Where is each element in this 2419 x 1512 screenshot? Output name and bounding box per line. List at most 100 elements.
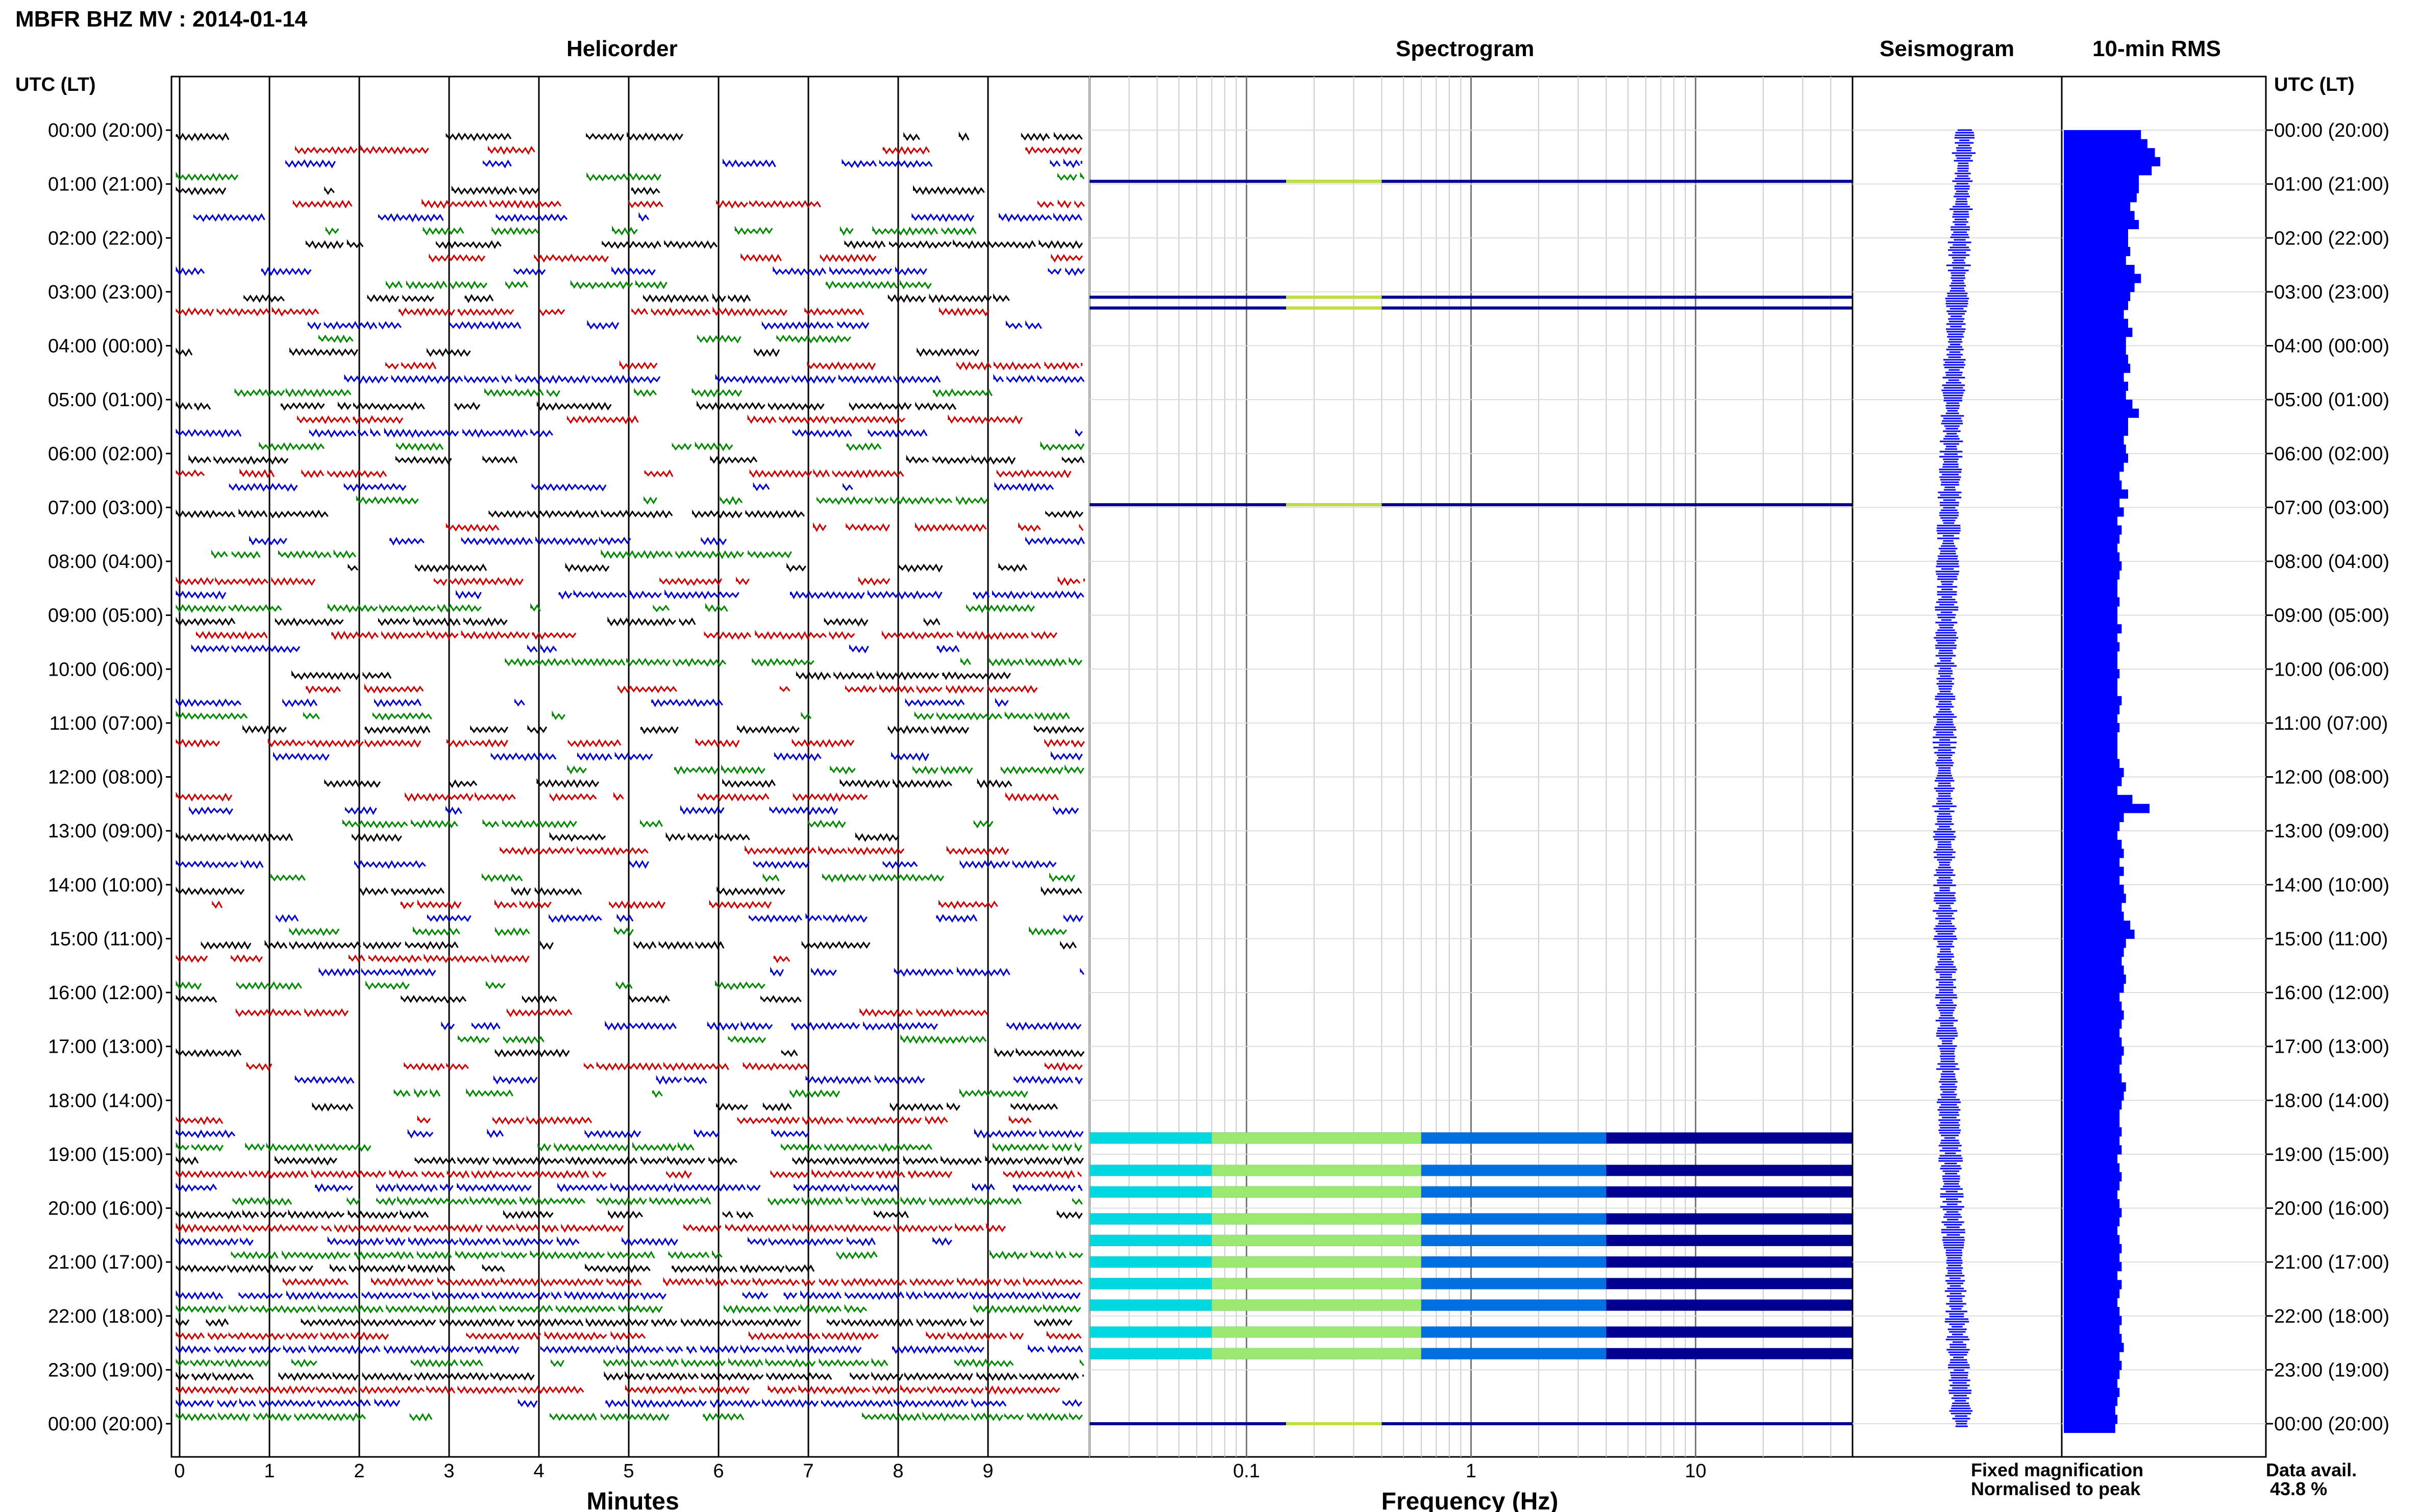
helicorder-trace-row [176, 603, 1035, 613]
rms-bar [2064, 1073, 2122, 1083]
rms-bar [2064, 822, 2120, 831]
hour-label-right: 08:00 (04:00) [2274, 551, 2389, 573]
rms-bar [2064, 1181, 2120, 1191]
minute-tick-label: 1 [264, 1460, 275, 1482]
hour-label-right: 06:00 (02:00) [2274, 443, 2389, 465]
helicorder-trace-row [188, 454, 1085, 465]
rms-bar [2064, 318, 2128, 328]
spectrogram-band-peak [1212, 1348, 1421, 1359]
spectrogram-band [1090, 306, 1853, 310]
rms-bar [2064, 1316, 2122, 1325]
helicorder-trace-row [176, 1317, 1073, 1327]
minutes-axis-label: Minutes [586, 1488, 679, 1512]
rms-bar [2064, 265, 2135, 275]
helicorder-trace-row [325, 226, 977, 236]
helicorder-trace-row [441, 1020, 1082, 1031]
helicorder-trace-row [307, 319, 1042, 330]
rms-bar [2064, 1370, 2120, 1379]
spectrogram-band-low [1090, 1132, 1212, 1144]
rms-bar [2064, 1352, 2120, 1361]
spectrogram-band-peak [1212, 1326, 1421, 1338]
helicorder-title: Helicorder [566, 36, 678, 61]
helicorder-trace-row [176, 400, 956, 411]
hour-label-left: 23:00 (19:00) [48, 1359, 163, 1381]
helicorder-trace-row [324, 778, 1013, 788]
hour-label-left: 05:00 (01:00) [48, 389, 163, 411]
rms-bar [2064, 1253, 2120, 1262]
rms-bar [2064, 759, 2120, 769]
rms-bar [2064, 310, 2124, 319]
hour-label-left: 00:00 (20:00) [48, 1414, 163, 1435]
hour-label-right: 19:00 (15:00) [2274, 1144, 2389, 1166]
rms-bar [2064, 741, 2117, 751]
rms-bar [2064, 157, 2160, 166]
spectrogram-band-mid [1421, 1299, 1607, 1311]
rms-bar [2064, 193, 2137, 203]
rms-bar [2064, 579, 2117, 589]
spectrogram-band-peak [1212, 1213, 1421, 1225]
rms-bar [2064, 660, 2117, 670]
rms-bar [2064, 345, 2126, 355]
helicorder-trace-row [176, 1303, 1081, 1314]
spectrogram-band-peak [1212, 1234, 1421, 1246]
helicorder-trace-row [312, 1102, 1058, 1112]
rms-bar [2064, 993, 2120, 1002]
hour-label-right: 04:00 (00:00) [2274, 336, 2389, 357]
hour-label-left: 09:00 (05:00) [48, 605, 163, 627]
rms-bar [2064, 983, 2124, 993]
rms-bar [2064, 795, 2133, 804]
seismogram-trace [1932, 129, 1976, 1427]
helicorder-trace-row [176, 1398, 1082, 1408]
rms-bar [2064, 543, 2117, 553]
rms-bar [2064, 597, 2120, 607]
utc-header-left: UTC (LT) [15, 74, 96, 95]
helicorder-trace-row [176, 859, 1057, 870]
hour-label-right: 02:00 (22:00) [2274, 228, 2389, 249]
rms-bar [2064, 1226, 2117, 1235]
rms-bar [2064, 139, 2148, 148]
spectrogram-band [1090, 295, 1853, 299]
rms-bar [2064, 642, 2120, 652]
helicorder-trace-row [191, 643, 960, 654]
rms-bar [2064, 444, 2126, 454]
helicorder-trace-row [500, 845, 1009, 856]
helicorder-trace-row [176, 1357, 1084, 1368]
helicorder-trace-row [429, 253, 1083, 263]
hour-label-right: 11:00 (07:00) [2274, 713, 2388, 734]
helicorder-trace-row [176, 832, 900, 842]
hour-label-right: 00:00 (20:00) [2274, 1414, 2389, 1435]
rms-bar [2064, 516, 2117, 526]
spectrogram-band-low [1090, 1256, 1212, 1268]
rms-bar [2064, 1271, 2117, 1280]
rms-bar [2064, 1288, 2120, 1299]
rms-bar [2064, 974, 2126, 984]
minute-tick-label: 4 [533, 1460, 544, 1482]
rms-bar [2064, 246, 2131, 256]
rms-bar [2064, 471, 2120, 481]
rms-bar [2064, 480, 2122, 490]
hour-label-left: 14:00 (10:00) [48, 875, 163, 896]
helicorder-trace-row [276, 913, 1083, 923]
rms-bar [2064, 831, 2117, 840]
spectrogram-band [1090, 1422, 1853, 1425]
spectrogram-band-peak [1286, 306, 1382, 310]
hour-label-right: 17:00 (13:00) [2274, 1036, 2389, 1058]
helicorder-trace-row [176, 1330, 1082, 1341]
hour-label-left: 20:00 (16:00) [48, 1198, 163, 1220]
rms-bar [2064, 417, 2128, 427]
rms-bar [2064, 1055, 2122, 1065]
rms-bar [2064, 884, 2124, 894]
spectrogram-band-mid [1421, 1164, 1607, 1176]
helicorder-trace-row [176, 1344, 1083, 1354]
helicorder-trace-row [176, 1142, 1082, 1152]
helicorder-trace-row [234, 387, 993, 398]
helicorder-trace-row [176, 697, 1009, 708]
spectrogram-band-peak [1212, 1256, 1421, 1268]
rms-bar [2064, 723, 2120, 732]
helicorder-trace-row [232, 1195, 1083, 1206]
spectrogram-band-low [1090, 1299, 1212, 1311]
rms-bar [2064, 696, 2122, 706]
helicorder-trace-row [176, 1047, 1085, 1058]
hour-label-right: 23:00 (19:00) [2274, 1359, 2389, 1381]
